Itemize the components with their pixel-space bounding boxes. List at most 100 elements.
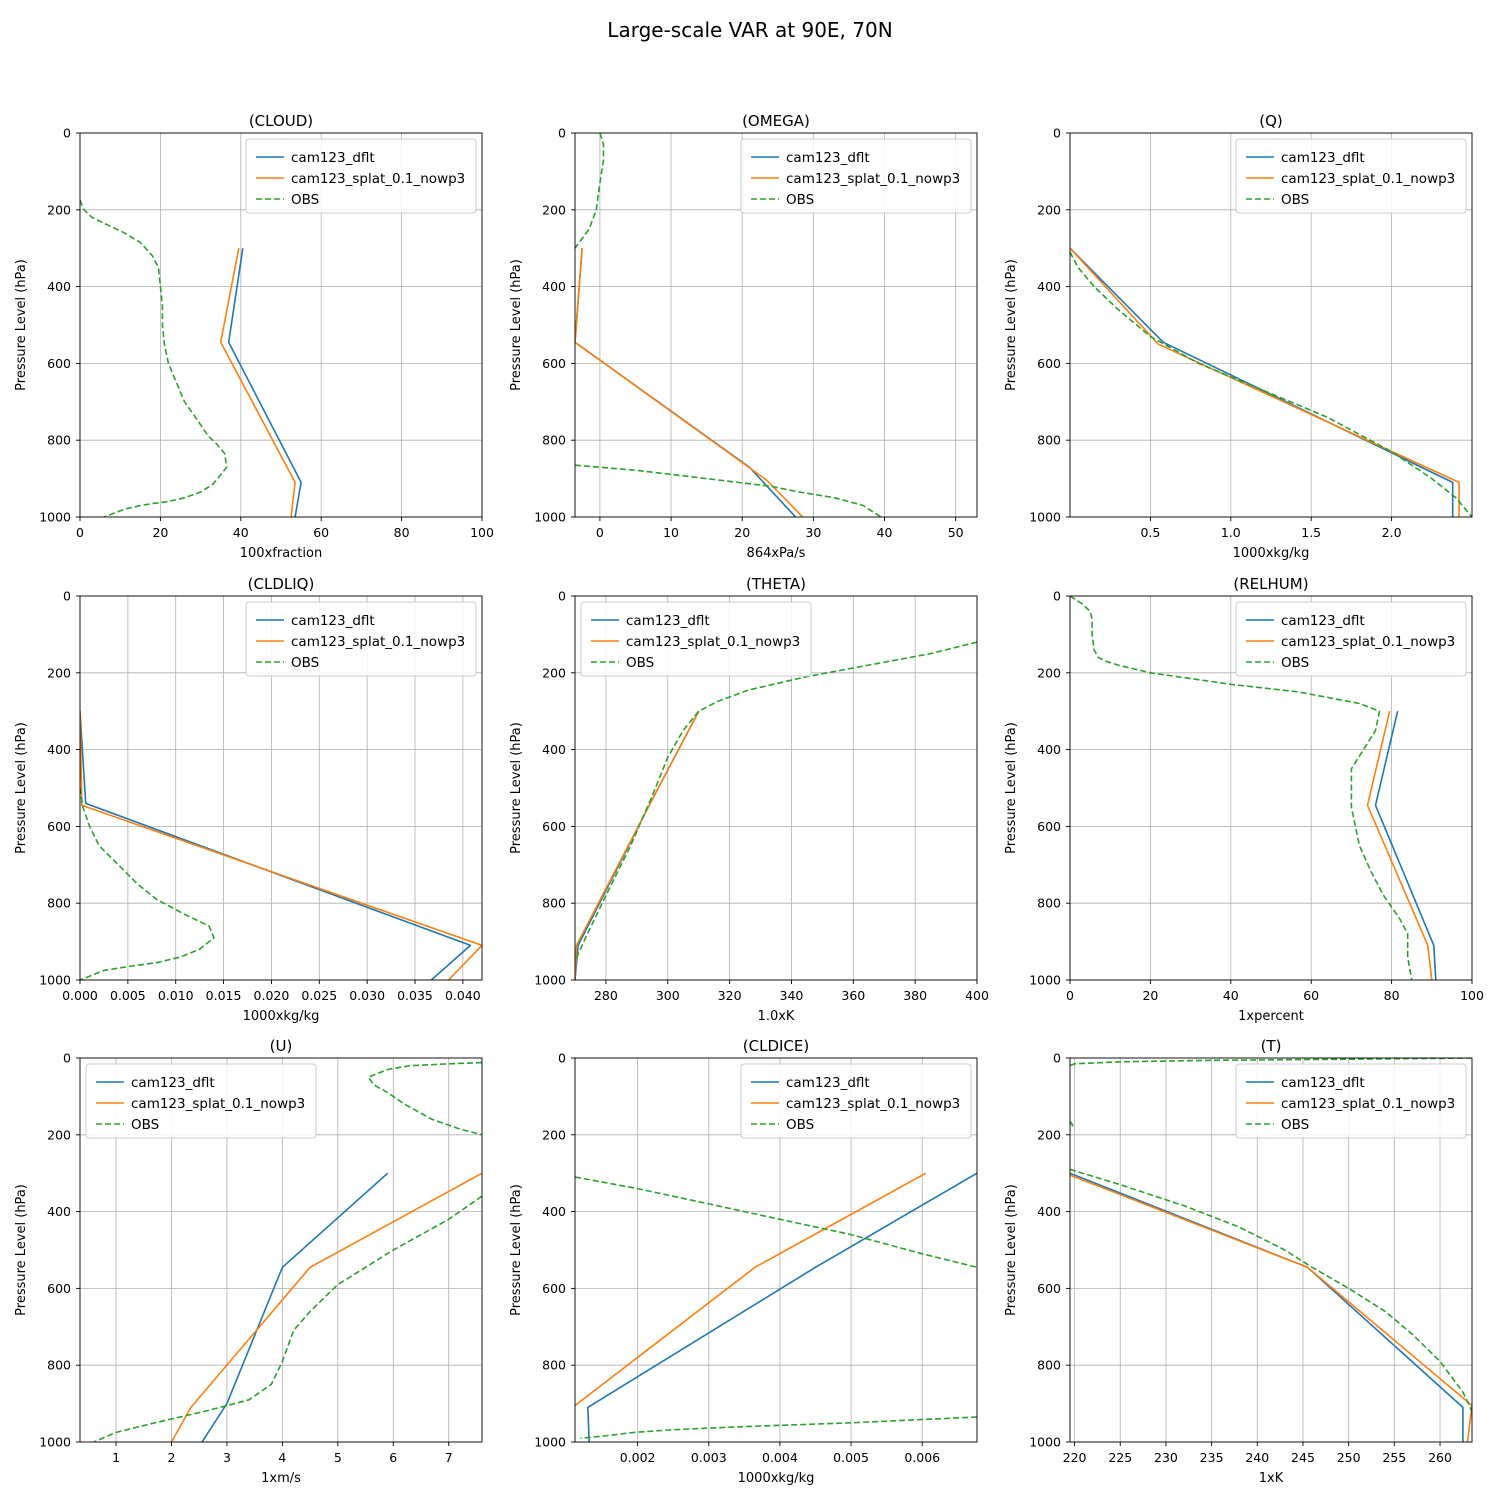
x-tick-label: 20: [1142, 988, 1158, 1003]
chart-title: (CLOUD): [249, 112, 313, 130]
chart-title: (CLDLIQ): [248, 575, 315, 593]
legend-label: cam123_splat_0.1_nowp3: [786, 171, 960, 187]
x-tick-label: 40: [1223, 988, 1239, 1003]
series-group: [575, 641, 977, 980]
y-tick-label: 0: [558, 126, 566, 141]
series-line-obs: [575, 133, 605, 249]
axes-frame: [574, 132, 978, 518]
chart-panel-7: 1 2 3 4 5 6 7 0 200 400 600 800 1000 (U) 1xm/s Pressure…: [14, 1037, 483, 1486]
y-tick-label: 600: [542, 819, 566, 834]
y-tick-label: 0: [558, 589, 566, 604]
y-axis-label: Pressure Level (hPa): [1004, 259, 1019, 391]
x-tick-label: 240: [1245, 1450, 1269, 1465]
series-group: [575, 133, 882, 517]
legend-label: OBS: [1281, 1117, 1309, 1133]
legend-label: cam123_dflt: [131, 1075, 215, 1091]
legend-label: cam123_dflt: [1281, 150, 1365, 166]
x-tick-label: 230: [1154, 1450, 1178, 1465]
y-axis-label: Pressure Level (hPa): [14, 259, 29, 391]
series-group: [575, 1172, 977, 1442]
axes-frame: [574, 595, 978, 981]
y-tick-label: 800: [542, 433, 566, 448]
series-line-cam123_splat_0.1_nowp3: [170, 1172, 482, 1442]
y-axis-label: Pressure Level (hPa): [509, 722, 524, 854]
y-tick-label: 200: [542, 665, 566, 680]
x-tick-label: 60: [1303, 988, 1319, 1003]
series-group: [1070, 247, 1472, 517]
y-tick-label: 1000: [534, 510, 566, 525]
y-tick-label: 1000: [39, 973, 71, 988]
legend: cam123_dflt cam123_splat_0.1_nowp3 OBS: [1235, 601, 1467, 677]
y-tick-label: 400: [542, 742, 566, 757]
series-line-cam123_splat_0.1_nowp3: [1070, 247, 1460, 517]
x-tick-label: 60: [313, 525, 329, 540]
y-tick-label: 400: [1037, 279, 1061, 294]
y-tick-label: 600: [47, 819, 71, 834]
x-tick-label: 20: [152, 525, 168, 540]
y-tick-label: 1000: [39, 510, 71, 525]
x-axis-label: 1.0xK: [758, 1009, 795, 1024]
series-line-cam123_splat_0.1_nowp3: [80, 711, 482, 980]
y-tick-label: 1000: [1029, 1435, 1061, 1450]
x-tick-label: 30: [805, 525, 821, 540]
series-line-obs: [80, 199, 228, 517]
axes-frame: [79, 595, 483, 981]
series-line-obs: [80, 787, 215, 980]
y-tick-label: 1000: [1029, 510, 1061, 525]
axes-frame: [79, 132, 483, 518]
chart-panel-5: 280 300 320 340 360 380 400 0 200 400 600 800 1000 (T…: [509, 575, 989, 1024]
y-tick-label: 600: [542, 1281, 566, 1296]
series-line-cam123_splat_0.1_nowp3: [1366, 711, 1433, 980]
y-axis-label: Pressure Level (hPa): [14, 1184, 29, 1316]
legend-box: [740, 138, 972, 214]
chart-panel-3: 0.5 1.0 1.5 2.0 0 200 400 600 800 1000 (Q) 1000xkg/…: [1004, 112, 1473, 561]
legend-label: cam123_splat_0.1_nowp3: [1281, 171, 1455, 187]
x-tick-label: 235: [1200, 1450, 1224, 1465]
series-group: [1070, 596, 1437, 980]
x-tick-label: 80: [394, 525, 410, 540]
series-line-cam123_splat_0.1_nowp3: [575, 248, 804, 517]
x-tick-label: 50: [948, 525, 964, 540]
legend-label: cam123_splat_0.1_nowp3: [786, 1096, 960, 1112]
chart-title: (Q): [1259, 112, 1283, 130]
y-tick-label: 0: [1053, 1051, 1061, 1066]
x-tick-label: 40: [877, 525, 893, 540]
y-tick-label: 200: [542, 1127, 566, 1142]
series-line-obs: [575, 1176, 977, 1269]
legend-label: cam123_splat_0.1_nowp3: [131, 1096, 305, 1112]
x-tick-label: 0: [1066, 988, 1074, 1003]
x-tick-label: 360: [841, 988, 865, 1003]
y-tick-label: 1000: [1029, 973, 1061, 988]
y-tick-label: 800: [1037, 896, 1061, 911]
legend-label: OBS: [1281, 655, 1309, 671]
x-tick-label: 100: [470, 525, 494, 540]
y-tick-label: 200: [47, 202, 71, 217]
x-tick-label: 1: [112, 1450, 120, 1465]
chart-panel-2: 0 10 20 30 40 50 0 200 400 600 800 1000 (OMEGA) 864xP…: [509, 112, 978, 561]
legend-box: [740, 1063, 972, 1139]
series-group: [80, 199, 302, 517]
series-line-obs: [1070, 1058, 1472, 1067]
legend-box: [1235, 138, 1467, 214]
x-tick-label: 255: [1382, 1450, 1406, 1465]
x-tick-label: 0.030: [349, 988, 385, 1003]
y-tick-label: 600: [1037, 1281, 1061, 1296]
x-tick-label: 0.005: [833, 1450, 869, 1465]
axes-frame: [574, 1057, 978, 1443]
y-axis-label: Pressure Level (hPa): [1004, 1184, 1019, 1316]
x-tick-label: 0.010: [158, 988, 194, 1003]
series-line-cam123_splat_0.1_nowp3: [575, 710, 700, 980]
y-axis-label: Pressure Level (hPa): [509, 1184, 524, 1316]
legend-label: OBS: [131, 1117, 159, 1133]
series-group: [80, 711, 482, 980]
y-tick-label: 400: [542, 279, 566, 294]
series-group: [93, 1061, 482, 1442]
y-tick-label: 400: [47, 279, 71, 294]
chart-title: (THETA): [746, 575, 806, 593]
series-line-obs: [575, 464, 882, 517]
x-tick-label: 300: [656, 988, 680, 1003]
legend: cam123_dflt cam123_splat_0.1_nowp3 OBS: [740, 138, 972, 214]
y-tick-label: 800: [47, 433, 71, 448]
y-axis-label: Pressure Level (hPa): [1004, 722, 1019, 854]
series-line-obs: [93, 1195, 482, 1442]
